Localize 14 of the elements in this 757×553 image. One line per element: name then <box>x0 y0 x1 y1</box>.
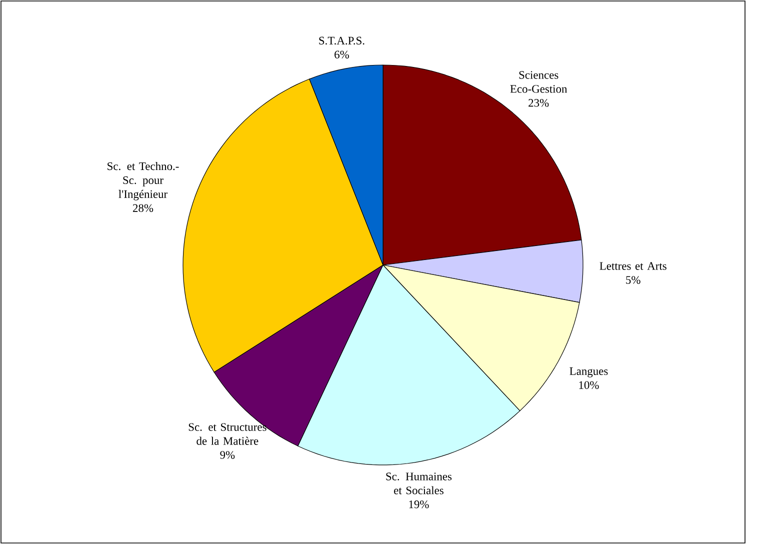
slice-label: Sc. et Techno.-Sc. pour l'Ingénieur <box>108 162 179 200</box>
data-label: 9% <box>220 451 235 459</box>
data-label: 10% <box>579 381 599 389</box>
slice-label: Langues <box>570 367 608 378</box>
slice-label: Sciences Eco-Gestion <box>510 71 568 93</box>
data-label: 23% <box>528 99 549 107</box>
slice-label: Sc. et Structures de la Matière <box>188 423 266 445</box>
data-label: 6% <box>334 50 349 58</box>
slice-label: Lettres et Arts <box>600 262 666 270</box>
data-label: 5% <box>626 276 640 284</box>
slice-label: S.T.A.P.S. <box>319 36 364 45</box>
slice-label: Sc. Humaines et Sociales <box>386 472 452 494</box>
data-label: 19% <box>409 500 429 508</box>
data-label: 28% <box>132 204 154 212</box>
